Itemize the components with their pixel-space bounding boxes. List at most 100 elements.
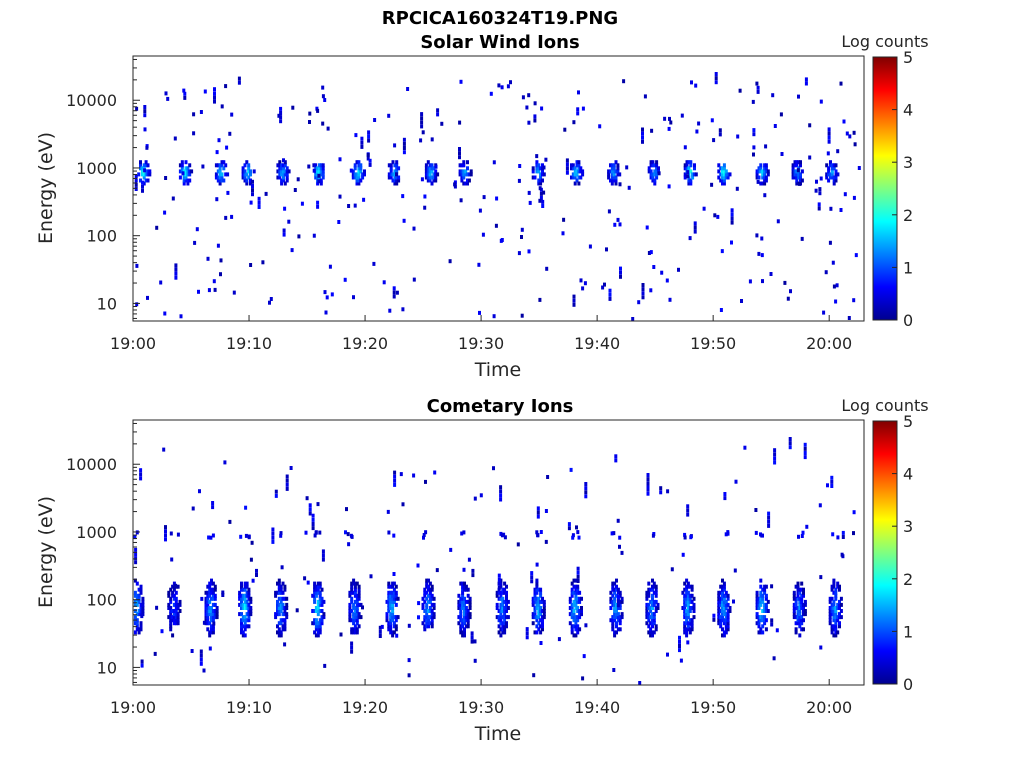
spectrogram-cell xyxy=(241,615,245,620)
spectrogram-cell xyxy=(425,578,429,583)
spectrogram-cell xyxy=(652,602,656,607)
spectrogram-cell xyxy=(804,81,808,86)
spectrogram-cell xyxy=(319,163,323,168)
spectrogram-cell xyxy=(827,127,831,132)
spectrogram-cell xyxy=(647,618,651,623)
spectrogram-cell xyxy=(318,581,322,586)
spectrogram-cell xyxy=(798,621,802,626)
spectrogram-cell xyxy=(466,166,469,171)
spectrogram-cell xyxy=(392,294,396,299)
spectrogram-cell xyxy=(210,612,213,617)
spectrogram-cell xyxy=(574,587,578,592)
x-tick-label: 20:00 xyxy=(806,698,852,717)
spectrogram-cell xyxy=(505,621,508,626)
spectrogram-cell xyxy=(535,596,539,601)
spectrogram-cell xyxy=(539,612,543,617)
spectrogram-cell xyxy=(314,609,318,613)
spectrogram-cell xyxy=(572,602,576,607)
spectrogram-cell xyxy=(169,624,173,629)
spectrogram-cell xyxy=(211,630,215,635)
spectrogram-cell xyxy=(721,609,724,613)
spectrogram-cell xyxy=(615,602,618,607)
spectrogram-cell xyxy=(428,163,432,168)
spectrogram-cell xyxy=(501,621,505,626)
spectrogram-cell xyxy=(827,166,831,171)
spectrogram-cell xyxy=(766,599,770,604)
colorbar-tick-label: 2 xyxy=(903,570,913,589)
spectrogram-cell xyxy=(141,184,144,189)
spectrogram-cell xyxy=(453,182,457,187)
spectrogram-cell xyxy=(178,175,182,180)
spectrogram-cell xyxy=(353,581,357,586)
spectrogram-cell xyxy=(535,578,539,583)
spectrogram-cell xyxy=(839,602,843,607)
spectrogram-cell xyxy=(576,566,580,571)
spectrogram-cell xyxy=(281,590,285,595)
spectrogram-cell xyxy=(538,186,542,191)
spectrogram-cell xyxy=(392,621,396,626)
spectrogram-cell xyxy=(142,175,146,180)
spectrogram-cell xyxy=(169,609,173,613)
spectrogram-cell xyxy=(461,621,465,626)
spectrogram-cell xyxy=(245,593,249,598)
spectrogram-cell xyxy=(647,587,651,592)
spectrogram-cell xyxy=(615,584,618,589)
spectrogram-cell xyxy=(568,599,572,604)
spectrogram-cell xyxy=(402,137,406,142)
spectrogram-cell xyxy=(428,169,432,174)
spectrogram-cell xyxy=(685,627,689,632)
spectrogram-cell xyxy=(208,630,212,635)
spectrogram-cell xyxy=(723,492,727,496)
spectrogram-cell xyxy=(686,612,690,617)
spectrogram-cell xyxy=(609,596,613,601)
spectrogram-cell xyxy=(215,197,219,202)
spectrogram-cell xyxy=(847,316,851,320)
spectrogram-cell xyxy=(688,584,692,589)
spectrogram-cell xyxy=(316,633,320,638)
spectrogram-cell xyxy=(277,630,281,635)
spectrogram-cell xyxy=(495,196,499,201)
spectrogram-cell xyxy=(691,172,695,177)
spectrogram-cell xyxy=(350,645,354,650)
spectrogram-cell xyxy=(686,512,690,517)
spectrogram-cell xyxy=(170,557,174,562)
spectrogram-cell xyxy=(802,590,805,595)
spectrogram-cell xyxy=(435,568,439,573)
spectrogram-cell xyxy=(613,615,617,620)
spectrogram-cell xyxy=(834,299,838,304)
spectrogram-cell xyxy=(137,172,141,177)
spectrogram-cell xyxy=(423,624,427,629)
spectrogram-cell xyxy=(615,593,618,598)
spectrogram-cell xyxy=(718,128,722,133)
spectrogram-cell xyxy=(416,563,420,568)
spectrogram-cell xyxy=(815,179,818,184)
spectrogram-cell xyxy=(527,190,531,195)
spectrogram-cell xyxy=(832,618,836,623)
spectrogram-cell xyxy=(393,163,397,168)
spectrogram-cell xyxy=(285,478,289,483)
spectrogram-cell xyxy=(649,615,653,620)
spectrogram-cell xyxy=(323,290,327,295)
spectrogram-cell xyxy=(537,599,541,604)
spectrogram-cell xyxy=(641,283,645,287)
spectrogram-cell xyxy=(464,584,468,589)
spectrogram-cell xyxy=(461,581,465,586)
spectrogram-cell xyxy=(610,181,614,186)
spectrogram-cell xyxy=(613,587,617,592)
colorbar-tick-label: 3 xyxy=(903,153,913,172)
spectrogram-cell xyxy=(721,587,724,592)
spectrogram-cell xyxy=(467,557,471,562)
spectrogram-cell xyxy=(497,630,501,635)
spectrogram-cell xyxy=(688,596,692,601)
spectrogram-cell xyxy=(391,612,395,617)
spectrogram-cell xyxy=(618,590,622,595)
spectrogram-cell xyxy=(462,163,466,168)
spectrogram-cell xyxy=(432,175,436,180)
spectrogram-cell xyxy=(385,612,389,617)
spectrogram-cell xyxy=(243,615,247,620)
spectrogram-cell xyxy=(759,166,763,171)
spectrogram-cell xyxy=(499,627,503,632)
spectrogram-cell xyxy=(208,609,212,613)
spectrogram-cell xyxy=(245,178,249,183)
spectrogram-cell xyxy=(279,111,283,115)
